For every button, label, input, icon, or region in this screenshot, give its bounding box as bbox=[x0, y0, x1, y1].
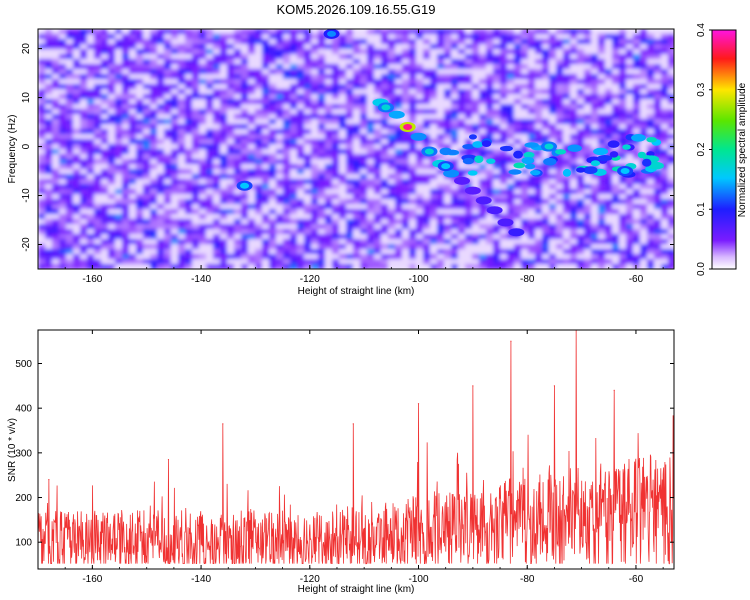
snr-peak-point bbox=[613, 389, 615, 391]
y-tick-label: -20 bbox=[21, 237, 32, 252]
spectrogram-noise bbox=[38, 29, 674, 269]
y-tick-label: 0 bbox=[21, 143, 32, 149]
y-tick-label: 20 bbox=[21, 43, 32, 55]
x-tick-label: -80 bbox=[520, 274, 535, 285]
spectrogram-feature-core bbox=[381, 104, 391, 111]
colorbar-label: Normalized spectral amplitude bbox=[737, 82, 748, 217]
x-tick-label: -100 bbox=[409, 574, 429, 585]
spectrogram-frame bbox=[37, 28, 675, 270]
spectrogram-x-label: Height of straight line (km) bbox=[298, 286, 415, 297]
snr-panel: -160 -140 -120 -100 -80 -60 100 200 300 400 500 H… bbox=[7, 329, 675, 595]
y-tick-label: 400 bbox=[15, 404, 32, 415]
y-tick-label: 10 bbox=[21, 92, 32, 104]
y-tick-label: 500 bbox=[15, 359, 32, 370]
x-tick-label: -160 bbox=[82, 274, 102, 285]
snr-y-label: SNR (10 * v/v) bbox=[7, 418, 18, 482]
snr-plot-area bbox=[38, 330, 674, 565]
snr-y-ticks: 100 200 300 400 500 bbox=[15, 359, 674, 549]
y-tick-label: 300 bbox=[15, 448, 32, 459]
snr-peak-point bbox=[352, 423, 354, 425]
colorbar-ticks: 0.0 0.1 0.2 0.3 0.4 bbox=[696, 23, 712, 276]
spectrogram-field bbox=[38, 29, 674, 269]
spectrogram-feature-core bbox=[620, 168, 630, 175]
spectrogram-x-ticks: -160 -140 -120 -100 -80 -60 bbox=[37, 29, 664, 285]
x-tick-label: -140 bbox=[191, 274, 211, 285]
spectrogram-y-ticks: -20 -10 0 10 20 bbox=[21, 43, 674, 252]
x-tick-label: -160 bbox=[82, 574, 102, 585]
spectrogram-y-label: Frequency (Hz) bbox=[7, 115, 18, 184]
spectrogram-feature-core bbox=[240, 182, 250, 189]
spectrogram-feature-core bbox=[441, 163, 451, 170]
spectrogram-feature-core bbox=[544, 143, 554, 150]
y-tick-label: 100 bbox=[15, 538, 32, 549]
snr-peak-point bbox=[510, 340, 512, 342]
snr-peak-point bbox=[417, 403, 420, 405]
snr-x-ticks: -160 -140 -120 -100 -80 -60 bbox=[37, 330, 664, 585]
snr-peak-point bbox=[222, 423, 224, 425]
snr-peak-point bbox=[553, 385, 556, 387]
spectrogram-feature-core bbox=[403, 123, 413, 130]
colorbar: 0.0 0.1 0.2 0.3 0.4 Normalized spectral ampl… bbox=[696, 23, 748, 276]
snr-peak-point bbox=[167, 458, 170, 461]
colorbar-tick-label: 0.2 bbox=[696, 142, 707, 156]
figure-title: KOM5.2026.109.16.55.G19 bbox=[276, 2, 435, 17]
colorbar-tick-label: 0.1 bbox=[696, 202, 707, 216]
snr-frame bbox=[37, 329, 675, 570]
x-tick-label: -60 bbox=[629, 574, 644, 585]
spectrogram-feature-core bbox=[424, 148, 434, 155]
x-tick-label: -120 bbox=[300, 274, 320, 285]
y-tick-label: 200 bbox=[15, 493, 32, 504]
colorbar-tick-label: 0.3 bbox=[696, 82, 707, 96]
colorbar-gradient bbox=[711, 29, 737, 270]
snr-peaks bbox=[48, 330, 615, 481]
snr-series-line bbox=[38, 330, 674, 565]
spectrogram-signal bbox=[236, 29, 664, 237]
snr-peak-point bbox=[472, 385, 474, 387]
x-tick-label: -60 bbox=[629, 274, 644, 285]
spectrogram-feature-core bbox=[327, 30, 337, 37]
x-tick-label: -100 bbox=[409, 274, 429, 285]
snr-x-label: Height of straight line (km) bbox=[298, 584, 415, 595]
snr-peak-point bbox=[48, 479, 50, 481]
colorbar-tick-label: 0.0 bbox=[696, 262, 707, 276]
colorbar-tick-label: 0.4 bbox=[696, 23, 707, 37]
x-tick-label: -80 bbox=[520, 574, 535, 585]
x-tick-label: -120 bbox=[300, 574, 320, 585]
y-tick-label: -10 bbox=[21, 188, 32, 203]
x-tick-label: -140 bbox=[191, 574, 211, 585]
